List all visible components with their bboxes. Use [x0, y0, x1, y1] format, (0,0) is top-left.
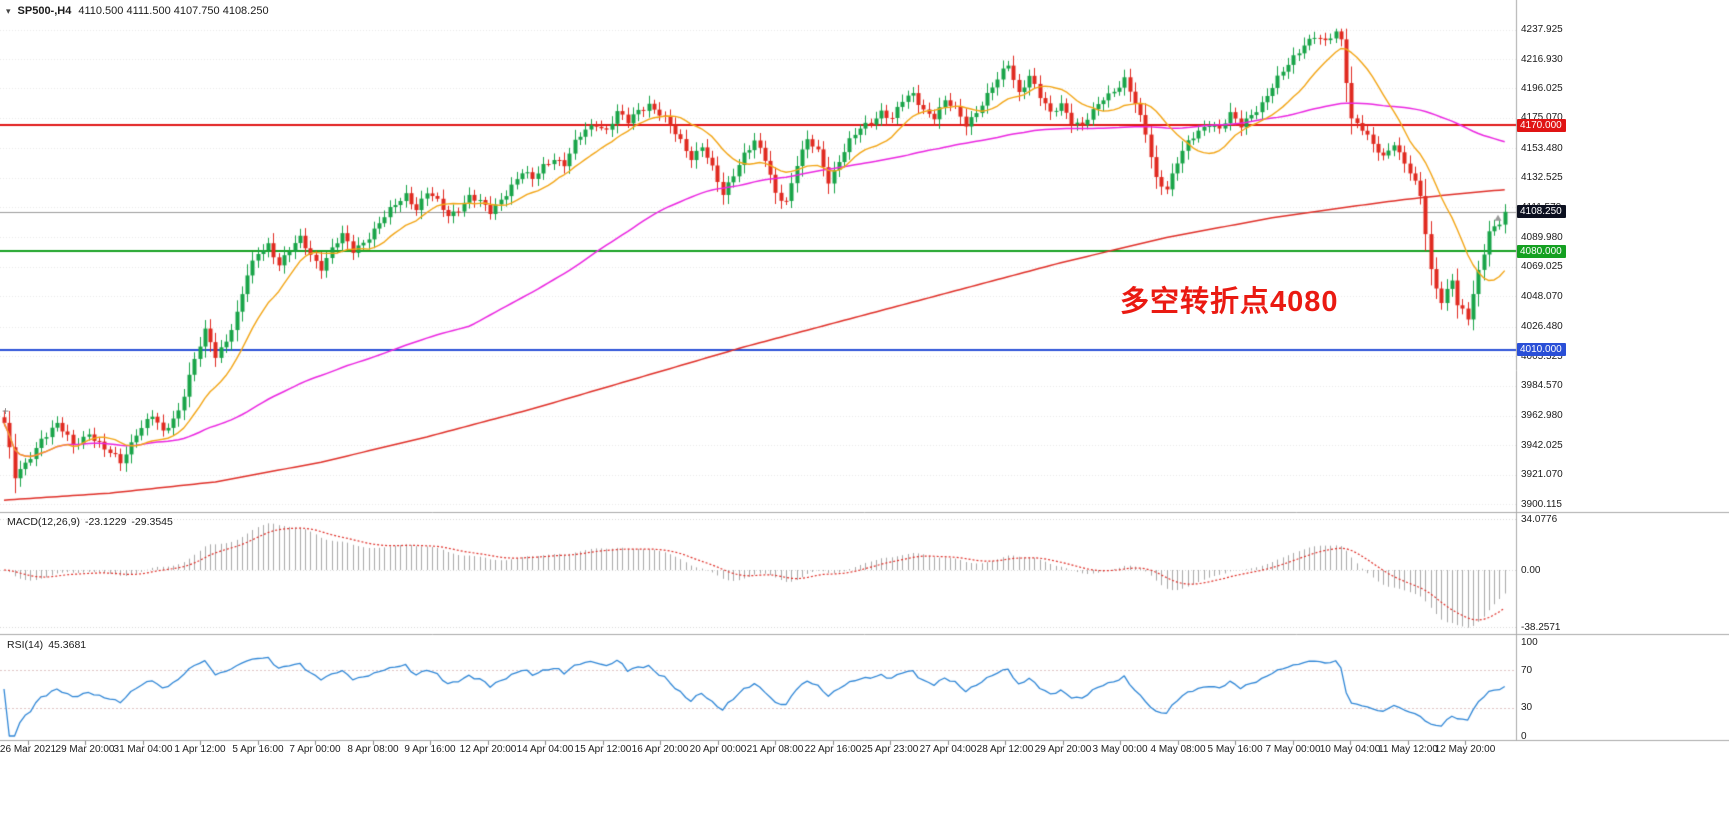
symbol-timeframe-label: SP500-,H4 — [17, 5, 72, 17]
macd-label-row: MACD(12,26,9) -23.1229 -29.3545 — [7, 516, 178, 528]
rsi-value: 45.3681 — [48, 639, 87, 651]
ohlc-values: 4110.500 4111.500 4107.750 4108.250 — [78, 5, 269, 17]
macd-label: MACD(12,26,9) — [7, 516, 80, 528]
chart-annotation: 多空转折点4080 — [1120, 286, 1339, 318]
macd-main-value: -23.1229 — [84, 516, 127, 528]
symbol-dropdown-icon: ▾ — [6, 5, 11, 16]
macd-signal-value: -29.3545 — [131, 516, 173, 528]
rsi-label-row: RSI(14) 45.3681 — [7, 639, 91, 651]
price-axis[interactable] — [1516, 0, 1729, 740]
chart-header: ▾ SP500-,H4 4110.500 4111.500 4107.750 4… — [6, 5, 269, 17]
left-edge-marker: + — [2, 404, 10, 418]
time-axis[interactable] — [0, 740, 1516, 762]
rsi-label: RSI(14) — [7, 639, 44, 651]
